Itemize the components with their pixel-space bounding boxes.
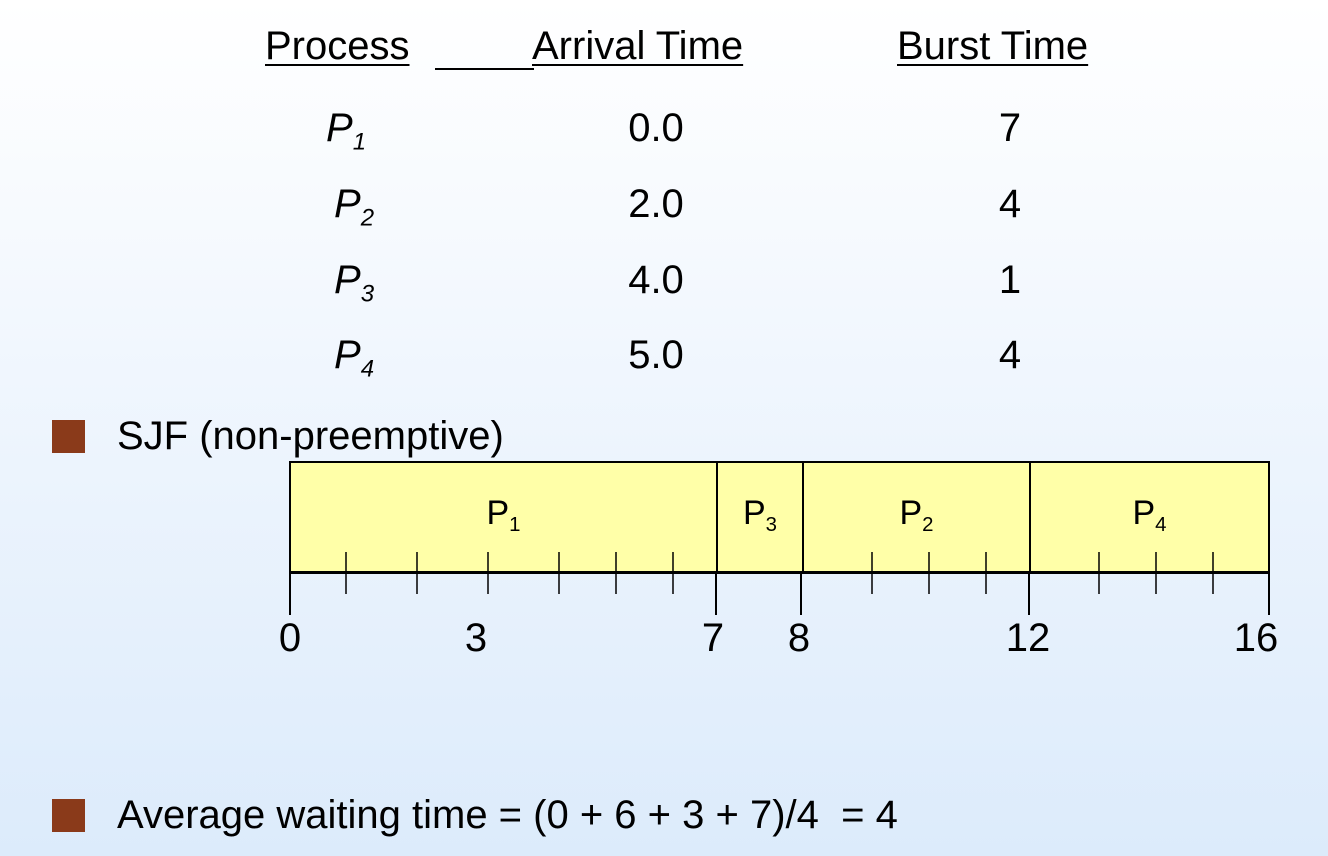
bullet-square bbox=[52, 420, 85, 453]
gantt-block-p1: P1 bbox=[291, 463, 718, 571]
gantt-block-label: P2 bbox=[804, 493, 1029, 537]
process-letter: P bbox=[326, 106, 353, 150]
header-arrival-time: Arrival Time bbox=[532, 24, 744, 68]
arrival-time-value: 2.0 bbox=[628, 182, 684, 226]
process-subscript: 1 bbox=[352, 128, 367, 156]
arrival-time-value: 5.0 bbox=[628, 333, 684, 377]
process-subscript: 2 bbox=[360, 204, 375, 232]
tick-label: 7 bbox=[701, 616, 725, 660]
process-name: P4 bbox=[334, 331, 375, 383]
block-letter: P bbox=[899, 494, 923, 532]
process-subscript: 4 bbox=[360, 355, 375, 383]
process-name: P1 bbox=[326, 104, 367, 156]
header-underline-connector bbox=[435, 68, 534, 70]
process-name: P2 bbox=[334, 180, 375, 232]
gantt-block-p3: P3 bbox=[718, 463, 804, 571]
tick-label: 0 bbox=[278, 616, 302, 660]
block-subscript: 2 bbox=[922, 514, 934, 537]
tick-label: 16 bbox=[1233, 616, 1279, 660]
process-letter: P bbox=[334, 182, 361, 226]
gantt-block-label: P4 bbox=[1031, 493, 1268, 537]
process-letter: P bbox=[334, 333, 361, 377]
process-subscript: 3 bbox=[360, 280, 375, 308]
tick-label: 12 bbox=[1005, 616, 1051, 660]
burst-time-value: 1 bbox=[998, 258, 1022, 302]
block-subscript: 4 bbox=[1155, 514, 1167, 537]
burst-time-value: 4 bbox=[998, 333, 1022, 377]
average-waiting-time: Average waiting time = (0 + 6 + 3 + 7)/4… bbox=[117, 793, 898, 837]
sjf-heading: SJF (non-preemptive) bbox=[117, 414, 504, 458]
header-burst-time: Burst Time bbox=[897, 24, 1089, 68]
block-subscript: 3 bbox=[765, 514, 778, 537]
gantt-chart: P1 P3 P2 P4 bbox=[289, 461, 1270, 573]
tick-label: 8 bbox=[787, 616, 811, 660]
process-name: P3 bbox=[334, 256, 375, 308]
burst-time-value: 7 bbox=[998, 106, 1022, 150]
burst-time-value: 4 bbox=[998, 182, 1022, 226]
gantt-block-label: P1 bbox=[291, 493, 716, 537]
block-subscript: 1 bbox=[509, 514, 521, 537]
bullet-square bbox=[52, 799, 85, 832]
gantt-block-p2: P2 bbox=[804, 463, 1031, 571]
block-letter: P bbox=[486, 494, 510, 532]
arrival-time-value: 0.0 bbox=[628, 106, 684, 150]
process-letter: P bbox=[334, 258, 361, 302]
gantt-block-p4: P4 bbox=[1031, 463, 1268, 571]
block-letter: P bbox=[1132, 494, 1156, 532]
header-process: Process bbox=[265, 24, 410, 68]
block-letter: P bbox=[742, 494, 766, 532]
arrival-time-value: 4.0 bbox=[628, 258, 684, 302]
tick-label: 3 bbox=[464, 616, 488, 660]
gantt-block-label: P3 bbox=[718, 493, 802, 537]
